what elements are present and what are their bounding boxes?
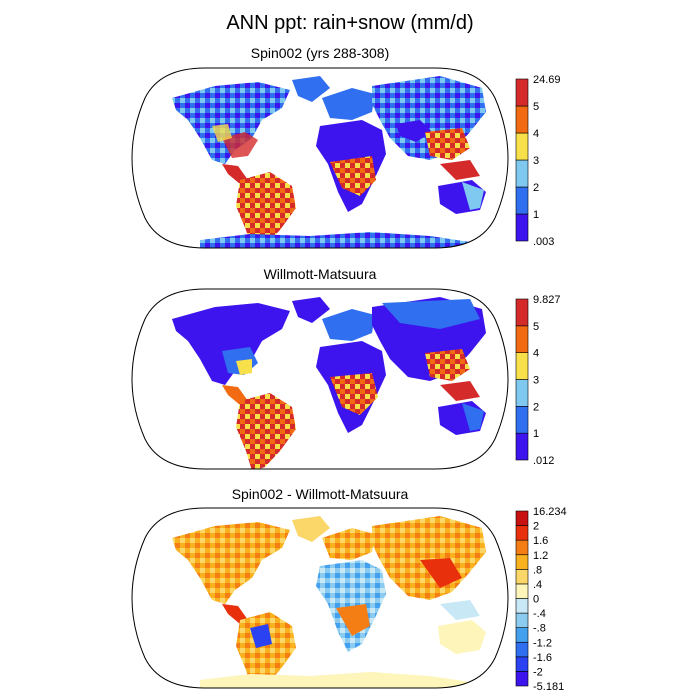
colorbar-swatch <box>515 132 529 161</box>
colorbar-swatch <box>515 539 529 556</box>
map-panel-2 <box>131 288 509 470</box>
map-panel-1 <box>131 67 509 249</box>
colorbar-tick-label: 3 <box>533 155 539 167</box>
colorbar-swatch <box>515 510 529 526</box>
colorbar-tick-label: 2 <box>533 182 539 194</box>
colorbar-tick-label: -1.2 <box>533 637 552 649</box>
colorbar-tick-label: -.8 <box>533 623 546 635</box>
colorbar-tick-label: -1.6 <box>533 652 552 664</box>
colorbar-swatch <box>515 213 529 242</box>
colorbar-2: .012 1 2 3 4 5 9.827 <box>515 294 561 467</box>
colorbar-tick-label: 2 <box>533 401 539 413</box>
panel-2-title: Willmott-Matsuura <box>263 266 377 282</box>
colorbar-tick-label: 24.69 <box>533 74 561 86</box>
colorbar-tick-label: 2 <box>533 521 539 533</box>
colorbar-swatch <box>515 298 529 327</box>
colorbar-swatch <box>515 105 529 134</box>
colorbar-tick-label: 5 <box>533 101 539 113</box>
colorbar-1: .003 1 2 3 4 5 24.69 <box>515 74 561 248</box>
figure-title: ANN ppt: rain+snow (mm/d) <box>226 12 474 34</box>
colorbar-tick-label: -.4 <box>533 608 546 620</box>
colorbar-tick-label: 16.234 <box>533 506 567 518</box>
colorbar-swatch <box>515 598 529 614</box>
colorbar-swatch <box>515 78 529 107</box>
colorbar-tick-label: 4 <box>533 348 539 360</box>
globe-outline-3 <box>131 507 509 689</box>
north-america <box>172 82 290 164</box>
colorbar-swatch <box>515 352 529 380</box>
colorbar-swatch <box>515 554 529 570</box>
antarctica <box>200 232 470 248</box>
map-panel-3 <box>131 507 509 689</box>
colorbar-swatch <box>515 432 529 461</box>
colorbar-tick-label: 1 <box>533 428 539 440</box>
colorbar-tick-label: 5 <box>533 321 539 333</box>
colorbar-swatch <box>515 325 529 353</box>
colorbar-swatch <box>515 569 529 585</box>
colorbar-tick-label: .012 <box>533 455 554 467</box>
colorbar-tick-label: 0 <box>533 594 539 606</box>
colorbar-tick-label: -2 <box>533 666 543 678</box>
colorbar-tick-label: 4 <box>533 128 539 140</box>
south-america <box>236 172 296 248</box>
europe <box>322 88 375 120</box>
panel-3-title: Spin002 - Willmott-Matsuura <box>231 486 409 502</box>
colorbar-swatch <box>515 641 529 658</box>
colorbar-tick-label: .4 <box>533 579 542 591</box>
colorbar-swatch <box>515 525 529 541</box>
colorbar-swatch <box>515 159 529 188</box>
colorbar-swatch <box>515 656 529 672</box>
colorbar-tick-label: -5.181 <box>533 681 564 693</box>
colorbar-swatch <box>515 583 529 599</box>
colorbar-tick-label: .8 <box>533 564 542 576</box>
colorbar-tick-label: 3 <box>533 375 539 387</box>
colorbar-swatch <box>515 379 529 407</box>
colorbar-swatch <box>515 612 529 628</box>
globe-outline-1 <box>131 67 509 249</box>
colorbar-swatch <box>515 671 529 687</box>
greenland <box>292 76 330 102</box>
colorbar-tick-label: .003 <box>533 236 554 248</box>
panel-1-title: Spin002 (yrs 288-308) <box>250 45 390 61</box>
colorbar-tick-label: 1.2 <box>533 550 548 562</box>
globe-outline-2 <box>131 288 509 470</box>
colorbar-swatch <box>515 406 529 434</box>
colorbar-swatch <box>515 186 529 215</box>
colorbar-3: -5.181 -2 -1.6 -1.2 -.8 -.4 0 .4 .8 1.2 1.6 2 16.234 <box>515 506 567 693</box>
colorbar-swatch <box>515 627 529 643</box>
colorbar-tick-label: 1.6 <box>533 535 548 547</box>
colorbar-tick-label: 1 <box>533 209 539 221</box>
colorbar-tick-label: 9.827 <box>533 294 561 306</box>
colorbars: .003 1 2 3 4 5 24.69 .012 1 2 3 4 5 9.827 -5.181 -2 -1.6… <box>515 74 567 693</box>
